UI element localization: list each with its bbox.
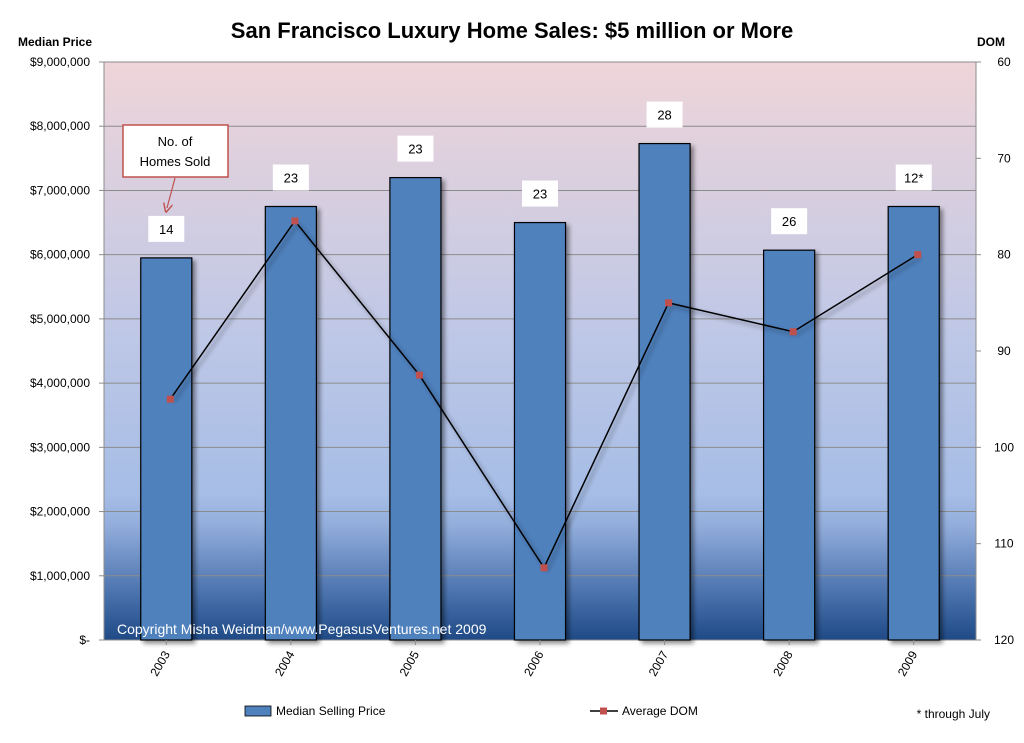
legend-swatch-dom-marker — [600, 707, 607, 715]
x-tick-label: 2008 — [770, 648, 796, 678]
bar-label-box — [646, 101, 683, 128]
right-axis-title: DOM — [977, 35, 1005, 49]
copyright-text: Copyright Misha Weidman/www.PegasusVentu… — [117, 621, 487, 637]
annotation-line-1: No. of — [158, 134, 193, 149]
bar-median-price — [763, 249, 816, 641]
left-tick-label: $2,000,000 — [30, 505, 90, 519]
dom-point — [914, 251, 922, 259]
bar-label: 28 — [657, 108, 671, 123]
dom-point — [789, 328, 797, 336]
legend-label-median-price: Median Selling Price — [276, 704, 386, 718]
dom-point — [166, 395, 174, 403]
x-tick-label: 2004 — [272, 648, 298, 678]
bar-label-box — [148, 215, 185, 242]
right-axis: 60 70 80 90 100 110 120 — [976, 55, 1014, 647]
legend-swatch-median-price — [244, 705, 272, 717]
right-tick-label: 60 — [997, 55, 1011, 69]
bar-label-box — [522, 180, 558, 207]
bar-label-box — [397, 135, 434, 162]
annotation-box — [122, 124, 229, 178]
legend: Median Selling Price Average DOM — [244, 704, 698, 718]
bar-label-box — [895, 164, 932, 191]
right-tick-label: 110 — [994, 537, 1013, 551]
x-axis: 2003 2004 2005 2006 2007 2008 2009 — [147, 640, 920, 679]
bar-median-price — [264, 205, 317, 641]
left-tick-label: $7,000,000 — [30, 183, 90, 197]
annotation-arrow — [167, 177, 176, 208]
right-tick-label: 100 — [994, 440, 1014, 454]
x-tick-label: 2009 — [895, 648, 921, 678]
annotation-callout: No. of Homes Sold — [122, 124, 229, 208]
left-tick-label: $5,000,000 — [30, 312, 90, 326]
bar-label-box — [272, 164, 309, 191]
bar-label-box — [771, 208, 808, 235]
bar-label: 23 — [284, 171, 298, 186]
bar-label: 12* — [904, 171, 924, 186]
chart-title: San Francisco Luxury Home Sales: $5 mill… — [231, 18, 793, 43]
right-tick-label: 120 — [994, 633, 1014, 647]
left-axis-title: Median Price — [18, 35, 92, 49]
legend-label-dom: Average DOM — [622, 704, 698, 718]
bar-label: 14 — [159, 222, 173, 237]
bar-median-price — [513, 221, 567, 641]
x-tick-label: 2006 — [521, 648, 547, 678]
bar-label: 26 — [782, 214, 796, 229]
right-tick-label: 80 — [997, 248, 1011, 262]
x-tick-label: 2003 — [147, 648, 173, 678]
footnote: * through July — [917, 707, 990, 721]
dom-point — [291, 217, 299, 225]
right-tick-label: 90 — [997, 344, 1011, 358]
bar-label: 23 — [408, 142, 422, 157]
left-tick-label: $6,000,000 — [30, 248, 90, 262]
bar-data-labels: 14 23 23 23 28 26 12* — [148, 101, 932, 242]
left-tick-label: $1,000,000 — [30, 569, 90, 583]
x-tick-label: 2007 — [646, 648, 672, 678]
bar-label: 23 — [533, 187, 547, 202]
annotation-line-2: Homes Sold — [140, 154, 211, 169]
dom-point — [665, 299, 673, 307]
bar-median-price — [389, 177, 442, 641]
x-tick-label: 2005 — [397, 648, 423, 678]
left-tick-label: $- — [79, 633, 90, 647]
dom-point — [415, 371, 423, 379]
left-tick-label: $9,000,000 — [30, 55, 90, 69]
bar-median-price — [638, 142, 691, 641]
bar-median-price — [140, 257, 193, 641]
dom-line-group — [166, 217, 922, 572]
left-tick-label: $8,000,000 — [30, 119, 90, 133]
right-tick-label: 70 — [997, 151, 1011, 165]
left-tick-label: $3,000,000 — [30, 440, 90, 454]
bars-group — [140, 142, 940, 641]
left-tick-label: $4,000,000 — [30, 376, 90, 390]
bar-median-price — [887, 205, 940, 641]
dom-point — [540, 564, 548, 572]
left-axis: $- $1,000,000 $2,000,000 $3,000,000 $4,000,0… — [30, 55, 104, 647]
